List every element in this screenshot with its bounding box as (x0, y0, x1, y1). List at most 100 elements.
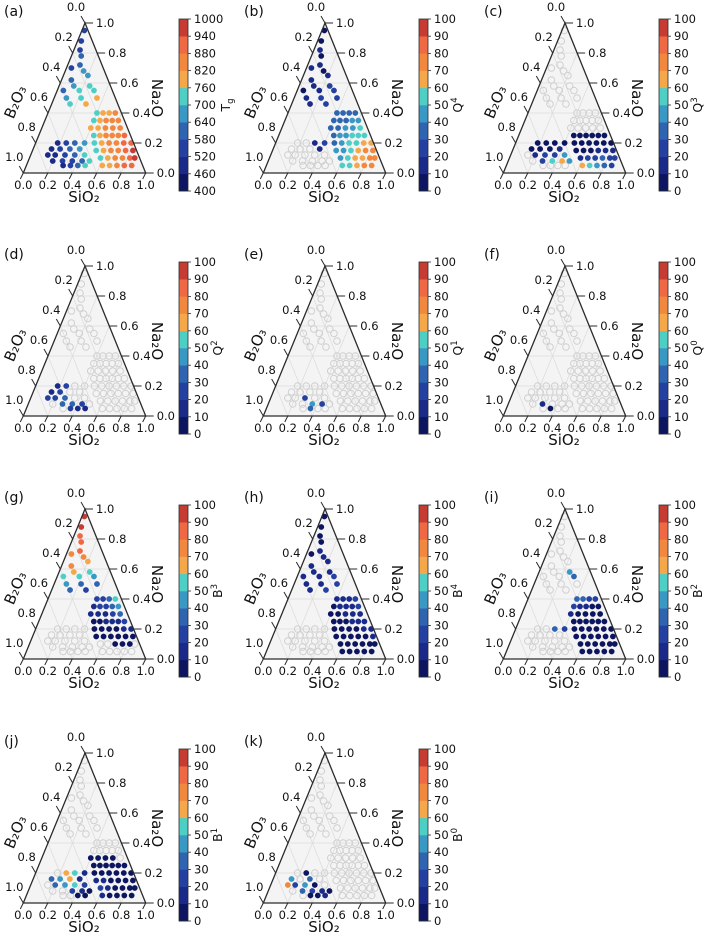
data-point-missing (354, 876, 363, 885)
data-point (48, 876, 55, 882)
data-point-missing (85, 812, 94, 820)
b2o3-axis-label: B₂O₃ (480, 569, 510, 607)
sio2-tick (382, 172, 387, 180)
b2o3-tick-label: 0.4 (42, 60, 60, 74)
na2o-axis-label: Na₂O (148, 809, 166, 847)
data-point-missing (320, 625, 329, 633)
gridline (360, 385, 374, 417)
data-point (63, 95, 70, 101)
sio2-tick-label: 1.0 (377, 908, 395, 922)
data-point (126, 155, 133, 161)
sio2-tick-label: 0.6 (328, 664, 346, 678)
data-point (582, 611, 589, 617)
triangle-frame (502, 21, 627, 174)
colorbar-tick-label: 90 (674, 515, 689, 529)
sio2-tick (259, 415, 264, 423)
data-point (549, 158, 556, 164)
sio2-axis-label: SiO₂ (308, 918, 340, 936)
data-point-missing (367, 891, 376, 900)
sio2-tick-label: 0.0 (14, 908, 32, 922)
data-point-missing (565, 325, 574, 333)
na2o-tick-label: 0.0 (157, 652, 175, 666)
data-point (359, 641, 366, 647)
colorbar-bin (419, 348, 428, 366)
data-point-missing (556, 304, 564, 312)
b2o3-tick-label: 0.4 (282, 546, 300, 560)
colorbar-bin (419, 573, 428, 592)
data-point (580, 147, 587, 154)
colorbar-bin (179, 783, 188, 801)
b2o3-tick-label: 1.0 (485, 393, 503, 407)
sio2-tick-label: 0.2 (279, 178, 297, 192)
data-point (100, 110, 106, 116)
na2o-axis-label: Na₂O (148, 565, 166, 603)
colorbar-tick-label: 30 (194, 862, 209, 876)
data-point (551, 140, 558, 146)
data-point-missing (116, 367, 124, 375)
sio2-tick-label: 0.2 (279, 664, 297, 678)
data-point (77, 62, 83, 68)
sio2-tick-label: 0.6 (88, 178, 106, 192)
colorbar-bin (659, 139, 668, 157)
sio2-tick (284, 415, 289, 423)
data-point (103, 117, 109, 124)
sio2-tick-label: 1.0 (377, 421, 395, 435)
sio2-tick (357, 902, 362, 910)
colorbar-tick-label: 50 (194, 341, 209, 355)
colorbar-bin (179, 522, 188, 540)
b2o3-tick-label: 0.4 (282, 790, 300, 804)
gridline (35, 385, 49, 417)
data-point (87, 611, 94, 617)
colorbar-bin (179, 173, 188, 192)
na2o-tick-label: 0.8 (108, 532, 126, 546)
colorbar-bin (179, 313, 188, 332)
colorbar-label-main: Q (210, 346, 225, 356)
data-point-missing (573, 580, 581, 588)
colorbar-label: Q3 (690, 97, 705, 112)
data-point (60, 162, 67, 169)
colorbar-tick-label: 60 (194, 567, 209, 581)
data-point (97, 862, 103, 869)
data-point (579, 648, 586, 655)
b2o3-tick (283, 105, 289, 114)
data-point (589, 611, 596, 617)
data-point-missing (315, 631, 324, 639)
gridline (35, 872, 49, 904)
colorbar-bin (179, 800, 188, 819)
colorbar-bin (419, 817, 428, 836)
colorbar-bin (419, 539, 428, 557)
sio2-tick (19, 172, 24, 180)
data-point (48, 146, 55, 152)
b2o3-axis-label: B₂O₃ (0, 83, 30, 121)
colorbar-tick-label: 90 (434, 29, 449, 43)
data-point-missing (105, 404, 114, 413)
colorbar-tick-label: 90 (674, 272, 689, 286)
data-point (344, 641, 351, 647)
data-point-missing (360, 404, 369, 413)
data-point (82, 892, 89, 899)
colorbar-tick-label: 70 (434, 307, 449, 321)
data-point (586, 648, 593, 655)
data-point (326, 569, 333, 575)
data-point (86, 83, 93, 89)
na2o-tick-label: 1.0 (96, 746, 114, 760)
data-point (573, 147, 580, 154)
data-point-missing (66, 647, 75, 656)
sio2-tick (19, 902, 24, 910)
data-point-missing (325, 157, 334, 165)
data-point (104, 155, 111, 161)
data-point-missing (306, 145, 314, 153)
colorbar-label: B4 (450, 584, 465, 598)
colorbar-bin (419, 642, 428, 661)
data-point-missing (86, 367, 95, 375)
colorbar-tick-label: 400 (194, 184, 216, 198)
data-point-missing (85, 643, 94, 651)
data-point-missing (299, 647, 307, 656)
data-point-missing (596, 367, 604, 375)
b2o3-tick (511, 135, 517, 144)
data-point (97, 132, 103, 139)
b2o3-tick (511, 378, 517, 387)
triangle-frame (262, 751, 387, 904)
colorbar-label-main: B (690, 589, 705, 598)
